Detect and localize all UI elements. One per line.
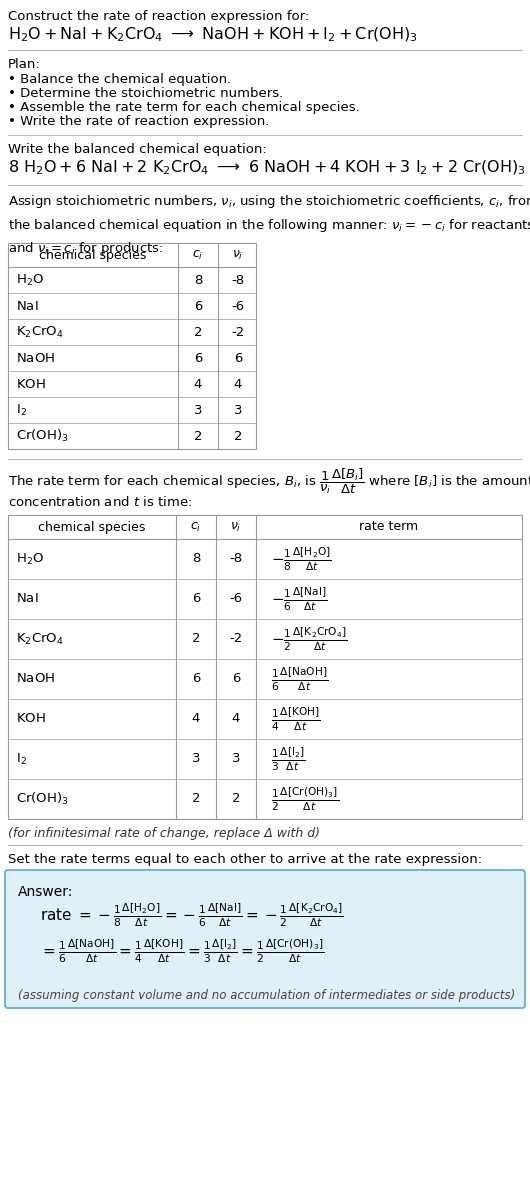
Text: Plan:: Plan:: [8, 58, 41, 71]
Text: 6: 6: [232, 673, 240, 685]
Text: 4: 4: [232, 713, 240, 726]
Text: 6: 6: [192, 592, 200, 606]
Text: -8: -8: [232, 273, 244, 287]
Text: $\mathrm{H_2O}$: $\mathrm{H_2O}$: [16, 272, 44, 288]
Text: 6: 6: [194, 352, 202, 365]
Text: $\mathrm{NaOH}$: $\mathrm{NaOH}$: [16, 673, 55, 685]
Text: $\mathrm{H_2O + NaI + K_2CrO_4 \ \longrightarrow \ NaOH + KOH + I_2 + Cr(OH)_3}$: $\mathrm{H_2O + NaI + K_2CrO_4 \ \longri…: [8, 26, 418, 45]
FancyBboxPatch shape: [5, 870, 525, 1008]
Text: $\mathrm{K_2CrO_4}$: $\mathrm{K_2CrO_4}$: [16, 324, 64, 340]
Text: $\mathrm{H_2O}$: $\mathrm{H_2O}$: [16, 551, 44, 567]
Text: 3: 3: [194, 403, 202, 417]
Bar: [8, 243, 256, 449]
Text: $\mathrm{KOH}$: $\mathrm{KOH}$: [16, 713, 46, 726]
Text: 3: 3: [192, 752, 200, 766]
Text: Answer:: Answer:: [18, 885, 73, 899]
Text: $-\frac{1}{6}\frac{\Delta[\mathrm{NaI}]}{\Delta t}$: $-\frac{1}{6}\frac{\Delta[\mathrm{NaI}]}…: [271, 585, 328, 613]
Text: 3: 3: [232, 752, 240, 766]
Text: $c_i$: $c_i$: [190, 520, 201, 533]
Text: $\nu_i$: $\nu_i$: [231, 520, 242, 533]
Text: $\nu_i$: $\nu_i$: [232, 248, 244, 261]
Text: 3: 3: [234, 403, 242, 417]
Text: $\mathrm{KOH}$: $\mathrm{KOH}$: [16, 378, 46, 390]
Text: $\frac{1}{3}\frac{\Delta[\mathrm{I_2}]}{\Delta t}$: $\frac{1}{3}\frac{\Delta[\mathrm{I_2}]}{…: [271, 745, 306, 773]
Text: -8: -8: [229, 553, 243, 566]
Text: -2: -2: [229, 632, 243, 645]
Text: -2: -2: [232, 325, 245, 338]
Text: $= \frac{1}{6}\frac{\Delta[\mathrm{NaOH}]}{\Delta t} = \frac{1}{4}\frac{\Delta[\: $= \frac{1}{6}\frac{\Delta[\mathrm{NaOH}…: [40, 937, 324, 964]
Text: 4: 4: [234, 378, 242, 390]
Text: $\frac{1}{4}\frac{\Delta[\mathrm{KOH}]}{\Delta t}$: $\frac{1}{4}\frac{\Delta[\mathrm{KOH}]}{…: [271, 706, 321, 733]
Text: chemical species: chemical species: [39, 248, 147, 261]
Bar: [8, 515, 522, 819]
Text: 6: 6: [192, 673, 200, 685]
Text: Assign stoichiometric numbers, $\nu_i$, using the stoichiometric coefficients, $: Assign stoichiometric numbers, $\nu_i$, …: [8, 193, 530, 258]
Text: $\mathrm{NaI}$: $\mathrm{NaI}$: [16, 300, 39, 313]
Text: $\mathrm{8\ H_2O + 6\ NaI + 2\ K_2CrO_4 \ \longrightarrow \ 6\ NaOH + 4\ KOH + 3: $\mathrm{8\ H_2O + 6\ NaI + 2\ K_2CrO_4 …: [8, 159, 526, 177]
Text: $\frac{1}{6}\frac{\Delta[\mathrm{NaOH}]}{\Delta t}$: $\frac{1}{6}\frac{\Delta[\mathrm{NaOH}]}…: [271, 665, 328, 692]
Text: $-\frac{1}{8}\frac{\Delta[\mathrm{H_2O}]}{\Delta t}$: $-\frac{1}{8}\frac{\Delta[\mathrm{H_2O}]…: [271, 545, 332, 573]
Text: $\mathrm{NaI}$: $\mathrm{NaI}$: [16, 592, 39, 606]
Text: 2: 2: [194, 430, 202, 443]
Text: $\mathrm{Cr(OH)_3}$: $\mathrm{Cr(OH)_3}$: [16, 427, 69, 444]
Text: • Determine the stoichiometric numbers.: • Determine the stoichiometric numbers.: [8, 87, 283, 100]
Text: $\mathrm{I_2}$: $\mathrm{I_2}$: [16, 751, 27, 767]
Text: 2: 2: [192, 632, 200, 645]
Text: 8: 8: [194, 273, 202, 287]
Text: rate $= -\frac{1}{8}\frac{\Delta[\mathrm{H_2O}]}{\Delta t} = -\frac{1}{6}\frac{\: rate $= -\frac{1}{8}\frac{\Delta[\mathrm…: [40, 901, 344, 928]
Text: $\frac{1}{2}\frac{\Delta[\mathrm{Cr(OH)_3}]}{\Delta t}$: $\frac{1}{2}\frac{\Delta[\mathrm{Cr(OH)_…: [271, 785, 339, 813]
Text: The rate term for each chemical species, $B_i$, is $\dfrac{1}{\nu_i}\dfrac{\Delt: The rate term for each chemical species,…: [8, 467, 530, 496]
Text: Construct the rate of reaction expression for:: Construct the rate of reaction expressio…: [8, 10, 309, 23]
Text: 6: 6: [234, 352, 242, 365]
Text: Write the balanced chemical equation:: Write the balanced chemical equation:: [8, 143, 267, 157]
Text: 2: 2: [192, 792, 200, 805]
Text: $\mathrm{K_2CrO_4}$: $\mathrm{K_2CrO_4}$: [16, 631, 64, 647]
Text: 6: 6: [194, 300, 202, 313]
Text: -6: -6: [229, 592, 243, 606]
Text: $\mathrm{Cr(OH)_3}$: $\mathrm{Cr(OH)_3}$: [16, 791, 69, 807]
Text: • Balance the chemical equation.: • Balance the chemical equation.: [8, 73, 231, 85]
Text: 4: 4: [194, 378, 202, 390]
Text: Set the rate terms equal to each other to arrive at the rate expression:: Set the rate terms equal to each other t…: [8, 852, 482, 866]
Text: $\mathrm{NaOH}$: $\mathrm{NaOH}$: [16, 352, 55, 365]
Text: 2: 2: [232, 792, 240, 805]
Text: 2: 2: [194, 325, 202, 338]
Text: $-\frac{1}{2}\frac{\Delta[\mathrm{K_2CrO_4}]}{\Delta t}$: $-\frac{1}{2}\frac{\Delta[\mathrm{K_2CrO…: [271, 625, 348, 653]
Text: 4: 4: [192, 713, 200, 726]
Text: (assuming constant volume and no accumulation of intermediates or side products): (assuming constant volume and no accumul…: [18, 988, 515, 1002]
Text: • Assemble the rate term for each chemical species.: • Assemble the rate term for each chemic…: [8, 101, 360, 114]
Text: concentration and $t$ is time:: concentration and $t$ is time:: [8, 495, 192, 509]
Text: $c_i$: $c_i$: [192, 248, 204, 261]
Text: $\mathrm{I_2}$: $\mathrm{I_2}$: [16, 402, 27, 418]
Text: (for infinitesimal rate of change, replace Δ with d): (for infinitesimal rate of change, repla…: [8, 827, 320, 840]
Text: • Write the rate of reaction expression.: • Write the rate of reaction expression.: [8, 116, 269, 128]
Text: chemical species: chemical species: [38, 520, 146, 533]
Text: rate term: rate term: [359, 520, 419, 533]
Text: -6: -6: [232, 300, 244, 313]
Text: 2: 2: [234, 430, 242, 443]
Text: 8: 8: [192, 553, 200, 566]
